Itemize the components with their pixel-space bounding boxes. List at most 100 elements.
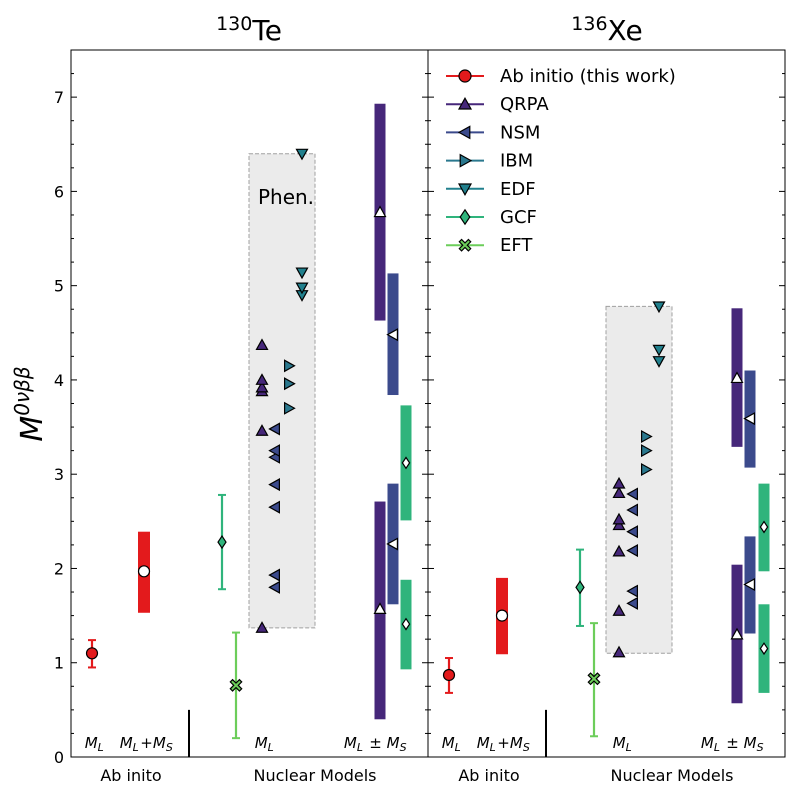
group-label-nuclear-models-te: Nuclear Models (253, 766, 376, 785)
legend-label: EDF (500, 179, 536, 200)
region-label-ml-xe: ML (442, 734, 463, 754)
qrpa-point-te (255, 621, 269, 633)
qrpa-point-xe (612, 544, 626, 557)
region-label-nm-pm-te: ML ± MS (344, 734, 408, 754)
ibm-point-te (284, 359, 296, 373)
edf-point-xe (652, 356, 666, 368)
pm-central-nsm-xe (743, 577, 756, 592)
qrpa-point-te (255, 373, 269, 385)
edf-point-xe (652, 301, 666, 314)
legend-marker-gcf (459, 208, 471, 226)
pm-central-qrpa-te (373, 602, 387, 615)
legend-label: QRPA (500, 94, 549, 115)
panel-title-xe-sup: 136 (571, 13, 607, 35)
region-label-nm-ml-te: ML (255, 734, 276, 754)
y-tick-label: 3 (54, 465, 64, 484)
pm-central-nsm-te (386, 328, 398, 342)
pm-central-qrpa-xe (730, 627, 744, 640)
qrpa-point-te (255, 338, 269, 351)
y-tick-label: 5 (54, 277, 64, 296)
legend-marker-edf (457, 183, 473, 197)
ibm-point-xe (640, 462, 653, 477)
legend-marker-qrpa (457, 96, 473, 110)
ibm-point-xe (640, 444, 653, 458)
legend-label: Ab initio (this work) (500, 66, 676, 87)
legend-label: NSM (500, 122, 540, 143)
nsm-point-xe (626, 487, 639, 501)
legend-marker-ab-initio-this-work- (458, 69, 472, 83)
pm-central-qrpa-xe (730, 371, 744, 384)
region-label-nm-pm-xe: ML ± MS (701, 734, 765, 754)
ibm-point-xe (640, 429, 653, 444)
nsm-point-te (268, 478, 280, 492)
panel-title-te-main: Te (251, 14, 282, 47)
gcf-ml-point-xe (575, 580, 585, 595)
qrpa-point-te (255, 380, 269, 393)
nsm-point-te (268, 568, 280, 582)
legend-marker-nsm (457, 125, 471, 140)
qrpa-point-xe (612, 476, 626, 489)
pm-central-gcf-xe (759, 520, 769, 534)
eft-ml-point-xe (587, 672, 601, 686)
qrpa-point-xe (612, 604, 626, 616)
nsm-point-xe (626, 544, 639, 558)
qrpa-point-xe (612, 645, 626, 658)
legend-label: IBM (500, 151, 533, 172)
eft-ml-point-te (229, 678, 243, 692)
pm-central-nsm-te (386, 537, 398, 551)
qrpa-point-xe (612, 512, 626, 525)
legend-label: GCF (500, 207, 537, 228)
pm-central-gcf-te (401, 617, 411, 631)
pm-central-gcf-xe (759, 642, 769, 656)
ibm-point-te (284, 377, 296, 391)
ab-initio-mlms-point-xe (495, 609, 509, 622)
nsm-point-xe (626, 584, 639, 598)
edf-point-te (295, 148, 309, 161)
nsm-point-te (268, 422, 280, 436)
nsm-point-te (268, 580, 280, 594)
pm-central-nsm-xe (743, 412, 756, 426)
nsm-point-xe (626, 503, 639, 517)
legend-marker-eft (458, 238, 472, 252)
panel-title-xe: 136Xe (571, 13, 642, 47)
qrpa-point-xe (612, 518, 626, 531)
nsm-point-te (268, 444, 280, 458)
ab-initio-ml-point-xe (442, 668, 456, 682)
region-label-mlms-xe: ML +MS (477, 734, 532, 754)
ibm-point-te (284, 401, 296, 415)
region-label-ml-te: ML (85, 734, 106, 754)
y-tick-label: 0 (54, 748, 64, 767)
group-label-ab-initio-xe: Ab inito (458, 766, 519, 785)
phen-label: Phen. (258, 185, 314, 209)
y-tick-label: 4 (54, 371, 64, 390)
ab-initio-mlms-point-te (137, 565, 151, 578)
qrpa-point-te (255, 424, 269, 436)
nsm-point-xe (626, 596, 639, 610)
group-label-nuclear-models-xe: Nuclear Models (610, 766, 733, 785)
gcf-ml-point-te (217, 534, 227, 550)
y-tick-label: 7 (54, 88, 64, 107)
legend-marker-ibm (459, 153, 473, 168)
y-tick-label: 1 (54, 654, 64, 673)
edf-point-xe (652, 344, 666, 357)
pm-central-qrpa-te (373, 205, 387, 218)
region-label-nm-ml-xe: ML (613, 734, 634, 754)
y-tick-label: 6 (54, 182, 64, 201)
edf-point-te (295, 267, 309, 280)
panel-title-te-sup: 130 (216, 13, 252, 35)
panel-title-te: 130Te (216, 13, 282, 47)
y-axis-label: M0νββ (10, 366, 50, 442)
region-label-mlms-te: ML +MS (120, 734, 175, 754)
nsm-point-xe (626, 525, 639, 539)
qrpa-point-xe (612, 486, 626, 499)
phen-band-xe (605, 305, 673, 654)
ab-initio-ml-point-te (85, 647, 99, 660)
legend-label: EFT (500, 235, 533, 256)
panel-title-xe-main: Xe (608, 14, 643, 47)
edf-point-te (295, 282, 309, 295)
pm-central-gcf-te (401, 456, 411, 470)
nsm-point-te (268, 500, 280, 514)
group-label-ab-initio-te: Ab inito (100, 766, 161, 785)
y-tick-label: 2 (54, 559, 64, 578)
